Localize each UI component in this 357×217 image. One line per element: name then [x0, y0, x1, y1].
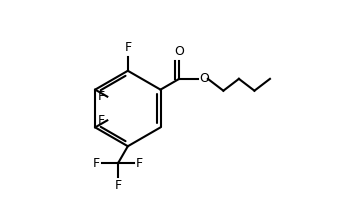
- Text: F: F: [124, 41, 131, 54]
- Text: F: F: [93, 156, 100, 169]
- Text: F: F: [98, 114, 105, 127]
- Text: F: F: [136, 156, 143, 169]
- Text: O: O: [200, 72, 210, 85]
- Text: O: O: [174, 45, 184, 58]
- Text: F: F: [98, 90, 105, 103]
- Text: F: F: [115, 179, 122, 192]
